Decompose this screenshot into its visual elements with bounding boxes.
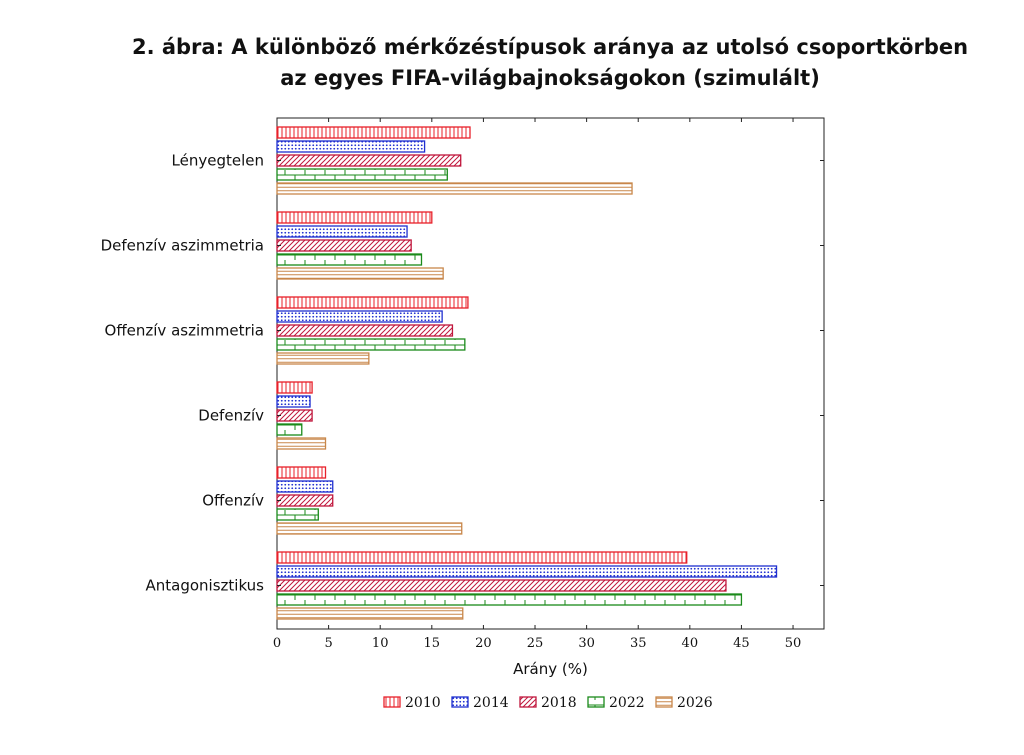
bar-2026-1 xyxy=(276,267,444,280)
bar-2014-2 xyxy=(276,310,443,323)
bar-2022-0 xyxy=(276,168,448,181)
x-axis-title: Arány (%) xyxy=(513,660,588,678)
bar-2014-1 xyxy=(276,225,408,238)
bar-2018-1 xyxy=(276,239,412,252)
x-tick-label: 15 xyxy=(424,636,441,651)
x-tick-label: 30 xyxy=(578,636,595,651)
legend-swatch-2018 xyxy=(519,696,537,708)
chart-title-line-2: az egyes FIFA-világbajnokságokon (szimul… xyxy=(280,66,820,90)
bar-2026-0 xyxy=(276,182,633,195)
category-label: Lényegtelen xyxy=(172,152,264,170)
bar-2014-0 xyxy=(276,140,426,153)
bar-2026-3 xyxy=(276,437,327,450)
bar-2010-2 xyxy=(276,296,469,309)
bar-2026-4 xyxy=(276,522,463,535)
bar-2022-4 xyxy=(276,508,319,521)
bar-2022-3 xyxy=(276,423,303,436)
bar-2026-2 xyxy=(276,352,370,365)
bar-2018-2 xyxy=(276,324,454,337)
bar-2014-4 xyxy=(276,480,334,493)
plot-area-frame xyxy=(276,117,825,630)
bar-2010-3 xyxy=(276,381,313,394)
category-label: Antagonisztikus xyxy=(146,577,265,595)
bar-2018-3 xyxy=(276,409,313,422)
legend-label-2022: 2022 xyxy=(609,695,645,711)
bar-2022-5 xyxy=(276,593,743,606)
bar-2014-5 xyxy=(276,565,778,578)
bar-2010-0 xyxy=(276,126,471,139)
legend-label-2018: 2018 xyxy=(541,695,577,711)
bar-2010-5 xyxy=(276,551,688,564)
legend-swatch-2014 xyxy=(451,696,469,708)
category-label: Defenzív xyxy=(198,407,264,425)
legend-swatch-2022 xyxy=(587,696,605,708)
bar-2010-1 xyxy=(276,211,433,224)
x-tick-label: 25 xyxy=(527,636,544,651)
category-label: Defenzív aszimmetria xyxy=(101,237,264,255)
category-label: Offenzív xyxy=(202,492,264,510)
bar-2018-0 xyxy=(276,154,462,167)
bar-2018-5 xyxy=(276,579,727,592)
x-tick-label: 10 xyxy=(372,636,389,651)
x-tick-label: 35 xyxy=(630,636,647,651)
legend-label-2026: 2026 xyxy=(677,695,713,711)
legend-swatch-2026 xyxy=(655,696,673,708)
legend-label-2014: 2014 xyxy=(473,695,509,711)
bar-2014-3 xyxy=(276,395,311,408)
legend-swatch-2010 xyxy=(383,696,401,708)
x-tick-label: 5 xyxy=(324,636,332,651)
chart-title-line-1: 2. ábra: A különböző mérkőzéstípusok ará… xyxy=(131,35,969,59)
x-tick-label: 50 xyxy=(785,636,802,651)
bar-2022-2 xyxy=(276,338,466,351)
legend-label-2010: 2010 xyxy=(405,695,441,711)
x-tick-label: 40 xyxy=(682,636,699,651)
bar-2026-5 xyxy=(276,607,464,620)
chart-title: 2. ábra: A különböző mérkőzéstípusok ará… xyxy=(0,32,1024,94)
bar-2022-1 xyxy=(276,253,423,266)
bar-2010-4 xyxy=(276,466,327,479)
category-label: Offenzív aszimmetria xyxy=(105,322,264,340)
x-tick-label: 0 xyxy=(273,636,281,651)
x-tick-label: 45 xyxy=(733,636,750,651)
x-tick-label: 20 xyxy=(475,636,492,651)
bar-2018-4 xyxy=(276,494,334,507)
